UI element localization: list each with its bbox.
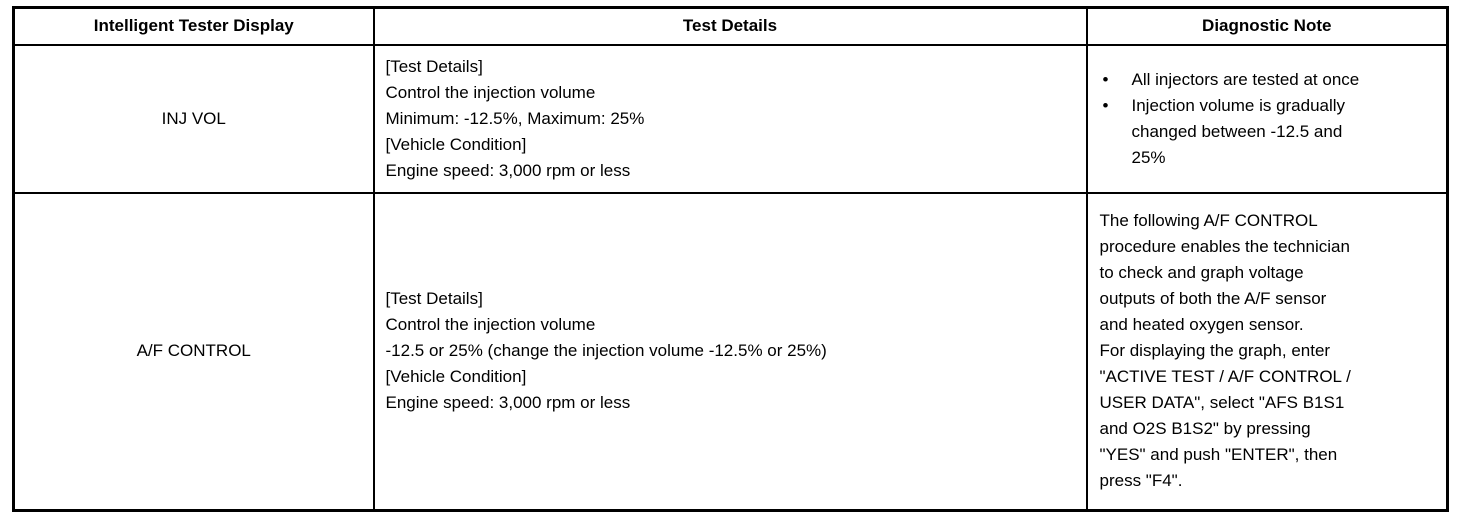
bullet-icon: •: [1102, 69, 1109, 89]
test-details-text: [Test Details] Control the injection vol…: [372, 43, 1088, 194]
test-details-lines: [Test Details] Control the injection vol…: [385, 56, 645, 180]
table-row-af-control: A/F CONTROL [Test Details] Control the i…: [12, 191, 1449, 512]
bullet-text: All injectors are tested at once: [1131, 69, 1360, 89]
bullet-text: Injection volume is gradually changed be…: [1131, 95, 1346, 167]
table-row-inj-vol: INJ VOL [Test Details] Control the injec…: [12, 43, 1449, 194]
diagnostic-note-cell: The following A/F CONTROL procedure enab…: [1085, 191, 1449, 512]
bullet-icon: •: [1102, 95, 1109, 115]
list-item: • All injectors are tested at once: [1096, 67, 1441, 93]
col-header-diagnostic-note: Diagnostic Note: [1085, 6, 1449, 46]
diagnostic-note-list: • All injectors are tested at once • Inj…: [1096, 67, 1441, 171]
col-header-intelligent-tester-display: Intelligent Tester Display: [12, 6, 375, 46]
tester-display-value: INJ VOL: [12, 43, 375, 194]
diagnostic-table: Intelligent Tester Display Test Details …: [12, 6, 1449, 512]
col-header-test-details: Test Details: [372, 6, 1088, 46]
diagnostic-note-cell: • All injectors are tested at once • Inj…: [1085, 43, 1449, 194]
header-row: Intelligent Tester Display Test Details …: [12, 6, 1449, 46]
test-details-text: [Test Details] Control the injection vol…: [372, 191, 1088, 512]
diagnostic-note-text: The following A/F CONTROL procedure enab…: [1099, 211, 1351, 491]
tester-display-value: A/F CONTROL: [12, 191, 375, 512]
test-details-lines: [Test Details] Control the injection vol…: [385, 289, 827, 413]
list-item: • Injection volume is gradually changed …: [1096, 93, 1441, 171]
